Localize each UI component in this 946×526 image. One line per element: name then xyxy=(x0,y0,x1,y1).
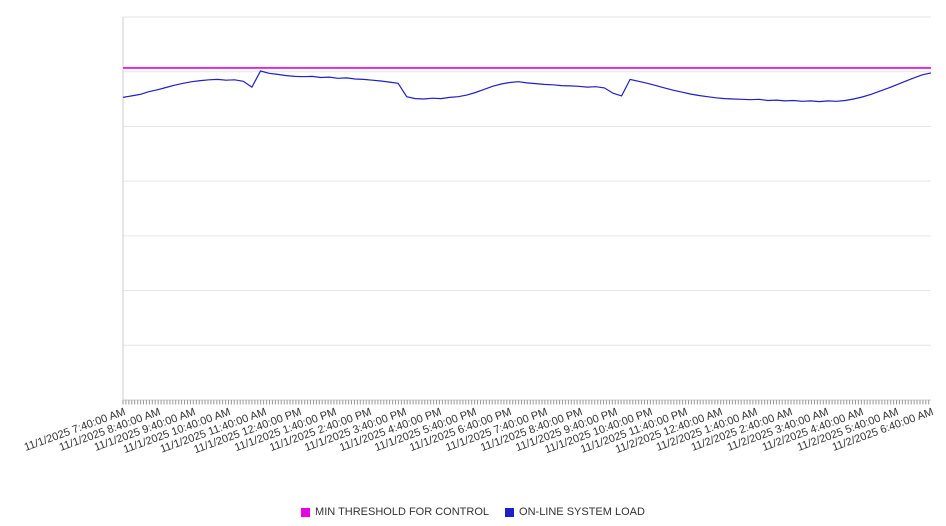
legend-item-min-threshold[interactable]: MIN THRESHOLD FOR CONTROL xyxy=(301,506,489,518)
legend-label-min-threshold: MIN THRESHOLD FOR CONTROL xyxy=(315,506,490,518)
legend-swatch-blue-icon xyxy=(505,507,515,517)
legend-label-system-load: ON-LINE SYSTEM LOAD xyxy=(519,506,645,518)
legend-item-system-load[interactable]: ON-LINE SYSTEM LOAD xyxy=(505,506,645,518)
legend-swatch-magenta-icon xyxy=(301,507,311,517)
legend: MIN THRESHOLD FOR CONTROL ON-LINE SYSTEM… xyxy=(0,506,946,518)
